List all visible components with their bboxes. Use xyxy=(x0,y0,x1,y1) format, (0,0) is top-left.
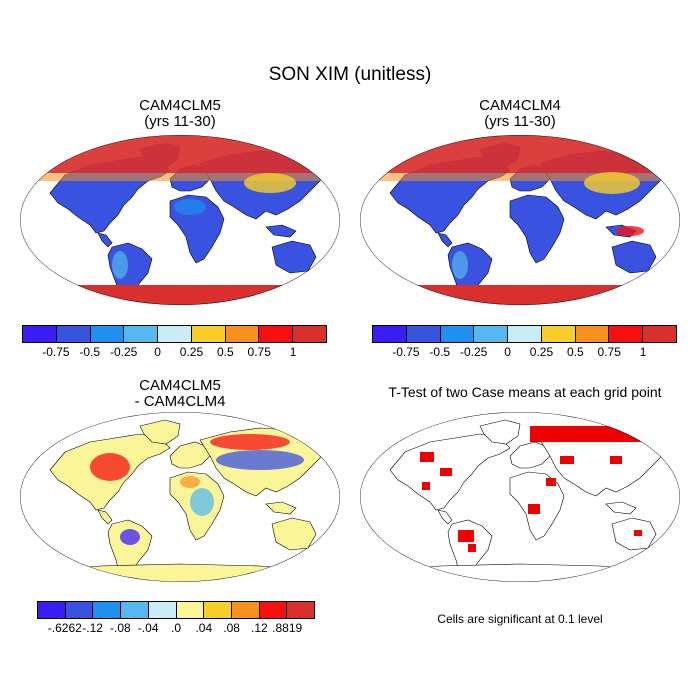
colorbar-swatch xyxy=(93,602,122,618)
colorbar-swatch xyxy=(440,326,475,342)
colorbar-swatch xyxy=(148,602,177,618)
colorbar-swatch xyxy=(609,326,644,342)
panel-2-title-line2: (yrs 11-30) xyxy=(484,113,556,130)
panel-1-title-line2: (yrs 11-30) xyxy=(144,113,216,130)
colorbar-swatch xyxy=(373,326,407,342)
colorbar-swatch xyxy=(176,602,205,618)
colorbar-tick-label: 0.25 xyxy=(529,345,554,359)
colorbar-swatch xyxy=(23,326,57,342)
colorbar-swatch xyxy=(406,326,441,342)
colorbar-swatch xyxy=(541,326,576,342)
colorbar-tick-label: -0.75 xyxy=(42,345,70,359)
colorbar-tick-label: -.08 xyxy=(110,621,131,635)
colorbar-swatch xyxy=(225,326,260,342)
colorbar-swatch xyxy=(575,326,610,342)
colorbar-tick-label: .8819 xyxy=(272,621,303,635)
panel-1-title: CAM4CLM5 (yrs 11-30) xyxy=(10,98,350,130)
panel-4-title: T-Test of two Case means at each grid po… xyxy=(350,384,700,400)
colorbar-swatch xyxy=(121,602,149,618)
colorbar-panel-1-ticks: -0.75 -0.5 -0.25 0 0.25 0.5 0.75 1 xyxy=(22,345,327,361)
colorbar-panel-2 xyxy=(372,325,677,343)
colorbar-tick-label: .12 xyxy=(251,621,268,635)
colorbar-swatch xyxy=(643,326,677,342)
colorbar-swatch xyxy=(158,326,192,342)
colorbar-tick-label: 1 xyxy=(289,345,297,359)
colorbar-tick-label: 1 xyxy=(639,345,647,359)
panel-2-title: CAM4CLM4 (yrs 11-30) xyxy=(350,98,690,130)
colorbar-tick-label: -0.25 xyxy=(109,345,138,359)
colorbar-tick-label: -0.25 xyxy=(459,345,488,359)
figure-title: SON XIM (unitless) xyxy=(268,64,432,85)
colorbar-panel-1 xyxy=(22,325,327,343)
colorbar-tick-label: -0.5 xyxy=(79,345,101,359)
map-panel-4 xyxy=(360,412,680,582)
colorbar-tick-label: -0.75 xyxy=(392,345,420,359)
colorbar-panel-3 xyxy=(37,601,315,619)
colorbar-tick-label: .08 xyxy=(223,621,240,635)
colorbar-tick-label: 0.5 xyxy=(566,345,584,359)
panel-3-title: CAM4CLM5 - CAM4CLM4 xyxy=(10,378,350,410)
map-panel-2 xyxy=(360,135,680,305)
colorbar-tick-label: -.12 xyxy=(82,621,103,635)
colorbar-tick-label: .0 xyxy=(170,621,182,635)
panel-2-title-line1: CAM4CLM4 xyxy=(479,97,561,114)
colorbar-tick-label: 0.25 xyxy=(179,345,204,359)
panel-4-title-line1: T-Test of two Case means at each grid po… xyxy=(388,384,662,400)
significance-note: Cells are significant at 0.1 level xyxy=(437,612,603,626)
colorbar-swatch xyxy=(124,326,159,342)
colorbar-swatch xyxy=(259,326,294,342)
colorbar-tick-label: 0.75 xyxy=(597,345,621,359)
colorbar-panel-2-ticks: -0.75 -0.5 -0.25 0 0.25 0.5 0.75 1 xyxy=(372,345,677,361)
colorbar-swatch xyxy=(508,326,542,342)
map-panel-1 xyxy=(20,135,340,305)
colorbar-tick-label: -0.5 xyxy=(429,345,451,359)
colorbar-swatch xyxy=(191,326,226,342)
panel-3-title-line2: - CAM4CLM4 xyxy=(134,393,226,410)
colorbar-tick-label: -.04 xyxy=(137,621,159,635)
colorbar-swatch xyxy=(204,602,232,618)
colorbar-swatch xyxy=(90,326,125,342)
colorbar-tick-label: 0 xyxy=(504,345,511,359)
panel-3-title-line1: CAM4CLM5 xyxy=(139,377,221,394)
colorbar-tick-label: 0 xyxy=(154,345,161,359)
colorbar-swatch xyxy=(287,602,315,618)
colorbar-swatch xyxy=(65,602,94,618)
colorbar-swatch xyxy=(38,602,66,618)
map-panel-3 xyxy=(20,412,340,582)
colorbar-tick-label: 0.5 xyxy=(216,345,234,359)
colorbar-swatch xyxy=(474,326,509,342)
colorbar-swatch xyxy=(293,326,327,342)
colorbar-swatch xyxy=(56,326,91,342)
colorbar-tick-label: -.6262 xyxy=(47,621,82,635)
panel-1-title-line1: CAM4CLM5 xyxy=(139,97,221,114)
colorbar-swatch xyxy=(231,602,260,618)
colorbar-swatch xyxy=(259,602,288,618)
colorbar-tick-label: .04 xyxy=(195,621,213,635)
colorbar-panel-3-ticks: -.6262 -.12 -.08 -.04 .0 .04 .08 .12 .8819 xyxy=(37,621,315,637)
colorbar-tick-label: 0.75 xyxy=(247,345,271,359)
